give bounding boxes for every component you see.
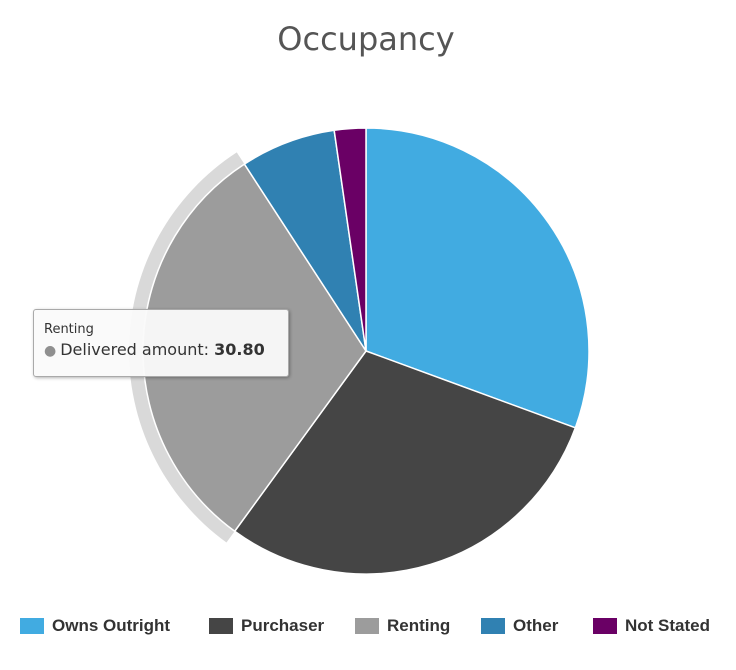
legend-swatch-not-stated xyxy=(593,618,617,634)
tooltip-slice-name: Renting xyxy=(44,322,94,337)
tooltip-series-label: Delivered amount: xyxy=(60,340,210,359)
legend-swatch-renting xyxy=(355,618,379,634)
legend-label-renting: Renting xyxy=(387,616,451,635)
legend-swatch-owns-outright xyxy=(20,618,44,634)
legend-swatch-other xyxy=(481,618,505,634)
legend-label-owns-outright: Owns Outright xyxy=(52,616,171,635)
legend-item-renting[interactable]: Renting xyxy=(355,614,450,638)
tooltip: Renting ● Delivered amount: 30.80 xyxy=(33,309,289,377)
tooltip-value: 30.80 xyxy=(214,340,265,359)
legend-item-owns-outright[interactable]: Owns Outright xyxy=(20,614,170,638)
legend-label-purchaser: Purchaser xyxy=(241,616,325,635)
chart-title: Occupancy xyxy=(277,20,454,58)
legend-label-other: Other xyxy=(513,616,559,635)
legend-swatch-purchaser xyxy=(209,618,233,634)
slice-not-stated[interactable] xyxy=(333,127,367,352)
slice-purchaser[interactable] xyxy=(233,350,577,575)
legend: Owns Outright Purchaser Renting Other Not St… xyxy=(0,614,736,640)
tooltip-row: ● Delivered amount: 30.80 xyxy=(44,340,278,361)
tooltip-dot-icon: ● xyxy=(44,343,57,359)
legend-item-purchaser[interactable]: Purchaser xyxy=(209,614,324,638)
legend-item-other[interactable]: Other xyxy=(481,614,558,638)
slice-owns-outright[interactable] xyxy=(365,127,590,429)
legend-label-not-stated: Not Stated xyxy=(625,616,710,635)
legend-item-not-stated[interactable]: Not Stated xyxy=(593,614,710,638)
